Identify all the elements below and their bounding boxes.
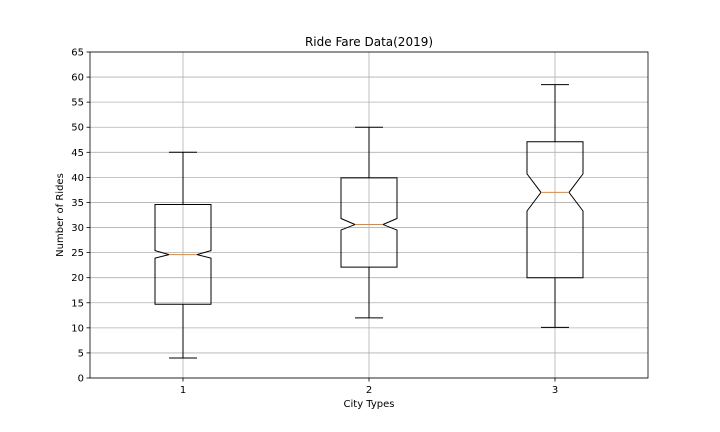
y-tick-label: 0: [78, 374, 84, 385]
y-tick-label: 55: [71, 98, 84, 109]
box-3: [526, 84, 584, 328]
y-tick-label: 45: [71, 148, 84, 159]
box-2: [340, 126, 398, 319]
y-tick-label: 30: [71, 223, 84, 234]
notched-box: [340, 177, 398, 268]
y-tick-label: 40: [71, 173, 84, 184]
y-tick-label: 60: [71, 73, 84, 84]
x-axis-label: City Types: [344, 399, 395, 410]
y-tick-label: 5: [78, 348, 84, 359]
y-tick-label: 65: [71, 48, 84, 59]
notched-box: [526, 141, 584, 279]
y-tick-label: 25: [71, 248, 84, 259]
x-tick-label: 2: [366, 385, 372, 396]
notched-box: [154, 203, 212, 305]
axes: 0 5 10 15 20 25 30 35 40 45 50 55 60 65 1 2 3: [71, 48, 558, 397]
boxes: [154, 84, 584, 359]
x-tick-label: 3: [552, 385, 558, 396]
y-tick-label: 35: [71, 198, 84, 209]
y-tick-label: 20: [71, 273, 84, 284]
x-tick-label: 1: [180, 385, 186, 396]
box-1: [154, 151, 212, 359]
y-axis-label: Number of Rides: [55, 173, 66, 257]
y-tick-label: 10: [71, 323, 84, 334]
y-tick-label: 50: [71, 123, 84, 134]
chart-title: Ride Fare Data(2019): [305, 35, 433, 49]
y-tick-label: 15: [71, 298, 84, 309]
